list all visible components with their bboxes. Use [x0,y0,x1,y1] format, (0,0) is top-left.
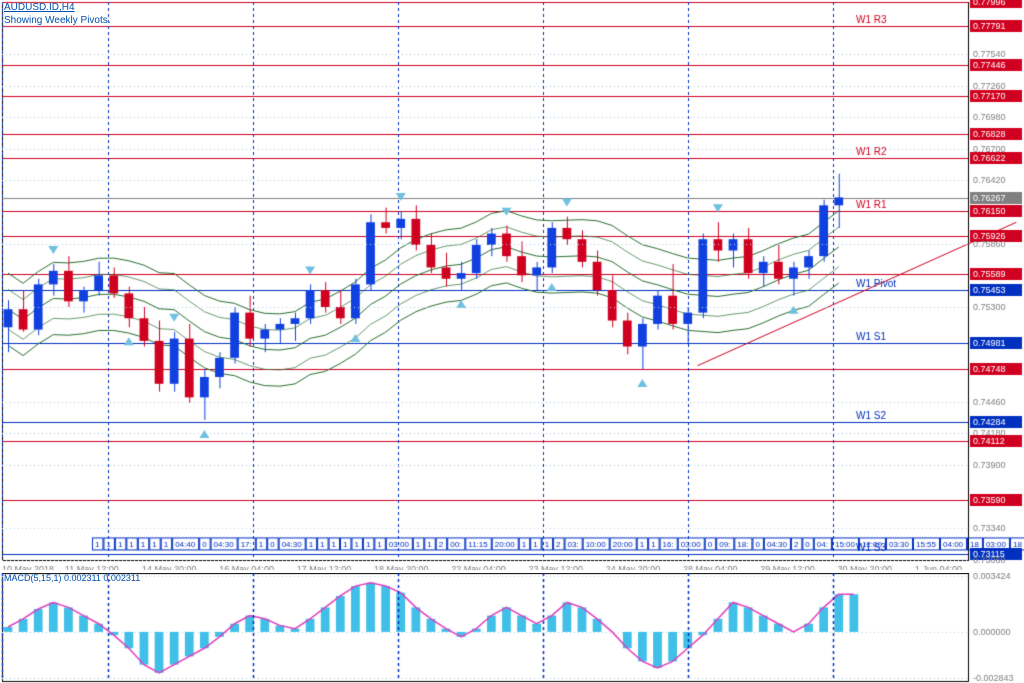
price-chart-panel[interactable]: AUDUSD.ID,H4 Showing Weekly Pivots. [0,0,1024,570]
chart-subtitle: Showing Weekly Pivots. [4,15,111,26]
price-chart-canvas [0,0,1024,570]
macd-panel[interactable]: MACD(5,15,1) 0.002311 0.002311 [0,573,1024,683]
macd-label: MACD(5,15,1) 0.002311 0.002311 [4,573,140,583]
chart-symbol-title: AUDUSD.ID,H4 [4,2,75,13]
macd-canvas [0,573,1024,683]
